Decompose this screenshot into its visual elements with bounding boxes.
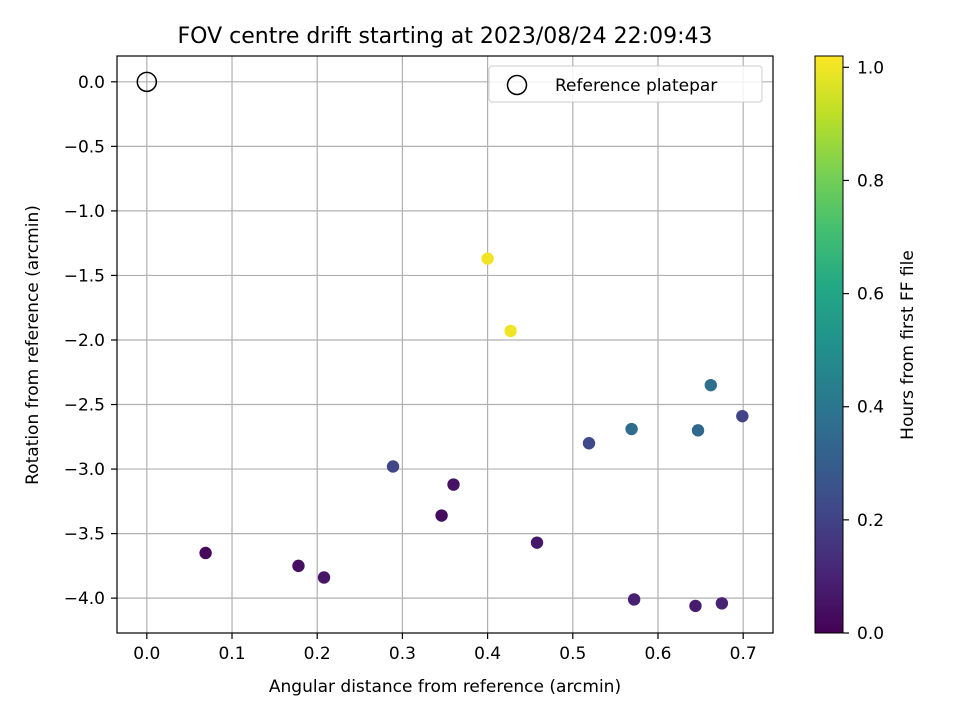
data-point bbox=[627, 593, 641, 606]
data-point bbox=[447, 478, 460, 491]
colorbar-tick-label: 0.2 bbox=[857, 511, 884, 531]
data-point bbox=[625, 422, 638, 436]
legend-label-reference: Reference platepar bbox=[555, 76, 717, 96]
colorbar-tick-label: 0.8 bbox=[857, 171, 884, 191]
x-tick-label: 0.0 bbox=[133, 644, 160, 664]
data-point bbox=[504, 324, 517, 338]
colorbar-tick-label: 1.0 bbox=[857, 58, 884, 78]
data-point bbox=[435, 509, 448, 522]
colorbar-ticks: 0.0 0.2 0.4 0.6 0.8 1.0 bbox=[843, 58, 884, 644]
data-point bbox=[582, 437, 596, 450]
y-tick-label: −0.5 bbox=[64, 137, 105, 157]
data-point bbox=[689, 599, 702, 613]
y-axis-ticks: 0.0 −0.5 −1.0 −1.5 −2.0 −2.5 −3.0 −3.5 −4.0 bbox=[64, 73, 117, 609]
y-tick-label: −4.0 bbox=[64, 589, 105, 609]
data-point bbox=[481, 252, 494, 265]
colorbar-tick-label: 0.0 bbox=[857, 624, 884, 644]
x-tick-label: 0.7 bbox=[730, 644, 757, 664]
y-tick-label: −2.0 bbox=[64, 331, 105, 351]
data-point bbox=[530, 536, 544, 549]
x-axis-label: Angular distance from reference (arcmin) bbox=[269, 677, 621, 697]
x-tick-label: 0.5 bbox=[559, 644, 586, 664]
data-point bbox=[292, 559, 305, 573]
grid bbox=[117, 56, 773, 633]
x-tick-label: 0.2 bbox=[304, 644, 331, 664]
colorbar-tick-label: 0.6 bbox=[857, 285, 884, 305]
reference-platepar-point bbox=[136, 71, 158, 93]
data-points bbox=[136, 71, 749, 613]
y-tick-label: 0.0 bbox=[78, 73, 105, 93]
data-point bbox=[199, 546, 212, 560]
x-tick-label: 0.3 bbox=[389, 644, 416, 664]
colorbar-tick-label: 0.4 bbox=[857, 398, 884, 418]
y-tick-label: −3.5 bbox=[64, 525, 105, 545]
legend: Reference platepar bbox=[488, 65, 763, 103]
data-point bbox=[386, 460, 400, 473]
data-point bbox=[704, 378, 718, 392]
colorbar-label: Hours from first FF file bbox=[898, 250, 918, 440]
x-tick-label: 0.6 bbox=[644, 644, 671, 664]
y-tick-label: −2.5 bbox=[64, 396, 105, 416]
legend-box bbox=[488, 65, 763, 103]
x-tick-label: 0.4 bbox=[474, 644, 501, 664]
y-tick-label: −1.0 bbox=[64, 202, 105, 222]
data-point bbox=[715, 597, 729, 610]
y-axis-label: Rotation from reference (arcmin) bbox=[23, 205, 43, 485]
y-tick-label: −1.5 bbox=[64, 266, 105, 286]
colorbar-gradient bbox=[814, 55, 844, 634]
x-axis-ticks: 0.0 0.1 0.2 0.3 0.4 0.5 0.6 0.7 bbox=[133, 633, 757, 664]
x-tick-label: 0.1 bbox=[218, 644, 245, 664]
data-point bbox=[317, 571, 331, 584]
data-point bbox=[736, 409, 749, 423]
chart-title: FOV centre drift starting at 2023/08/24 … bbox=[178, 24, 713, 49]
legend-marker-reference bbox=[506, 74, 528, 96]
plot-area bbox=[116, 55, 774, 634]
y-tick-label: −3.0 bbox=[64, 460, 105, 480]
data-point bbox=[691, 424, 705, 437]
colorbar: 0.0 0.2 0.4 0.6 0.8 1.0 Hours from first FF f… bbox=[814, 55, 918, 644]
